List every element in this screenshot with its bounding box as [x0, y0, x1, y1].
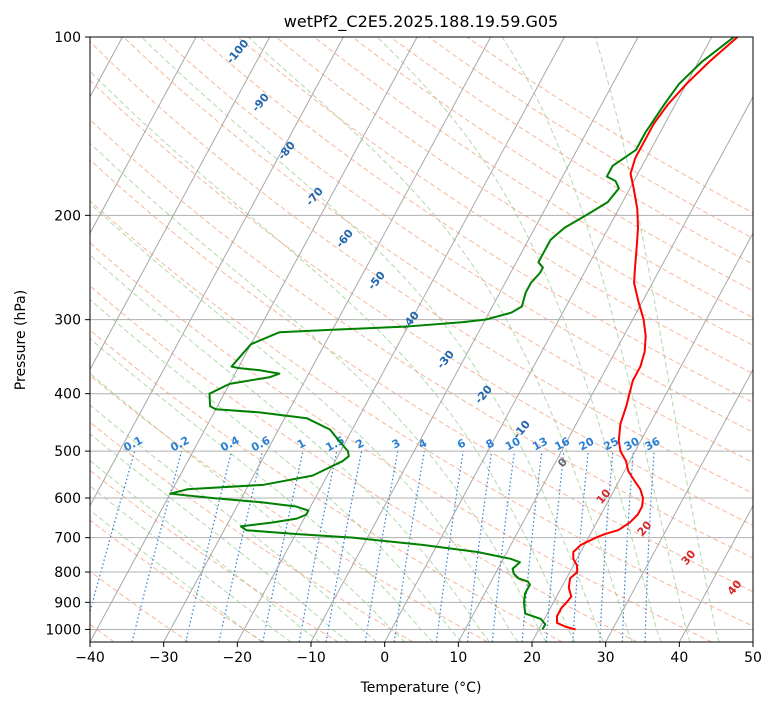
moist-adiabat-line [501, 37, 691, 642]
x-axis: −40 −30 −20 −10 0 10 20 30 40 50 [75, 642, 762, 666]
moist-adiabat-line [247, 37, 633, 642]
x-tick-label: −10 [296, 650, 326, 666]
mixing-ratio-line [466, 451, 493, 642]
mixing-ratio-line [545, 451, 565, 642]
y-axis: 100 200 300 400 500 600 700 800 900 1000 [45, 30, 90, 638]
dry-adiabat-line [90, 374, 488, 642]
y-tick-label: 900 [54, 595, 81, 611]
mixing-ratio-line [621, 451, 634, 642]
dry-adiabat-line [123, 37, 753, 463]
isotherm-line [384, 37, 713, 642]
y-tick-label: 300 [54, 313, 81, 329]
dry-adiabat-line [313, 37, 753, 319]
dry-adiabat-line [90, 159, 753, 593]
isotherm-line [90, 37, 271, 371]
chart-title: wetPf2_C2E5.2025.188.19.59.G05 [284, 12, 558, 32]
plot-frame [89, 36, 754, 643]
mixing-ratio-line [599, 451, 614, 642]
dry-adiabat-line [90, 41, 753, 494]
y-tick-label: 600 [54, 491, 81, 507]
dewpoint-line [169, 37, 735, 630]
y-tick-label: 100 [54, 30, 81, 46]
mixing-ratio-line [90, 450, 136, 614]
mixing-ratio-label: 16 [552, 435, 572, 454]
moist-adiabat-line [376, 37, 662, 642]
moist-adiabat-line [141, 37, 604, 642]
plot-area: 0.1 0.2 0.4 0.6 1 1.5 2 3 4 6 8 10 13 16 20 25 30 36 -100… [90, 37, 753, 642]
pressure-grid [90, 37, 753, 630]
dry-adiabat-line [90, 570, 190, 642]
dry-adiabat-line [90, 329, 563, 642]
y-tick-label: 400 [54, 387, 81, 403]
mixing-ratio-label: 25 [601, 435, 621, 454]
mixing-ratio-label: 20 [577, 435, 597, 454]
y-axis-title: Pressure (hPa) [13, 290, 29, 390]
isotherm-line [90, 37, 197, 235]
mixing-ratio-label: 13 [530, 435, 550, 454]
dry-adiabat-line [161, 37, 753, 433]
x-tick-label: 10 [449, 650, 467, 666]
y-tick-label: 800 [54, 565, 81, 581]
isotherm-line [605, 368, 753, 642]
isotherm-line [90, 37, 418, 642]
series-lines [169, 37, 739, 631]
isotherm-line [678, 504, 753, 642]
y-tick-label: 1000 [45, 622, 81, 638]
mixing-ratio-line [572, 451, 589, 642]
mixing-ratio-line [393, 450, 425, 642]
moist-adiabat-line [90, 254, 490, 642]
isotherm-line [236, 37, 565, 642]
moist-adiabat-line [90, 460, 321, 642]
x-tick-label: −40 [75, 650, 105, 666]
x-axis-title: Temperature (°C) [360, 680, 482, 696]
dry-adiabat-line [90, 519, 264, 642]
isotherm-line [310, 37, 639, 642]
x-tick-label: 0 [380, 650, 389, 666]
mixing-ratio-line [364, 450, 399, 642]
temperature-line [555, 37, 739, 631]
mixing-ratio-line [644, 451, 655, 642]
moist-adiabat-line [90, 142, 547, 642]
isotherm-line [457, 95, 753, 642]
mixing-ratio-line [521, 451, 543, 642]
x-tick-label: 30 [597, 650, 615, 666]
mixing-ratio-line [218, 450, 263, 642]
dry-adiabat-line [90, 469, 339, 642]
x-tick-label: 20 [523, 650, 541, 666]
moist-adiabat-line [90, 485, 292, 642]
x-tick-label: −30 [149, 650, 179, 666]
isotherm-line [163, 37, 492, 642]
dry-adiabat-line [90, 242, 712, 642]
moist-adiabat-line [90, 404, 377, 642]
y-tick-label: 200 [54, 208, 81, 224]
y-tick-label: 700 [54, 531, 81, 547]
moist-adiabat-line [90, 433, 349, 642]
moist-adiabat-line [90, 372, 406, 642]
mixing-ratio-line [131, 450, 183, 642]
mixing-ratio-label: 36 [643, 435, 663, 454]
x-tick-label: 40 [670, 650, 688, 666]
mixing-ratio-line [298, 450, 338, 642]
moist-adiabat-line [90, 509, 263, 642]
dry-adiabat-line [351, 37, 753, 292]
x-tick-label: 50 [744, 650, 762, 666]
mixing-ratio-label: 10 [503, 435, 523, 454]
y-tick-label: 500 [54, 444, 81, 460]
mixing-ratio-line [435, 451, 464, 642]
isotherm-line [90, 37, 344, 507]
moist-adiabat-line [594, 37, 720, 642]
mixing-ratio-label: 30 [622, 435, 642, 454]
dry-adiabat-line [90, 200, 753, 627]
mixing-ratio-lines [90, 450, 655, 642]
mixing-ratio-line [262, 450, 304, 642]
x-tick-label: −20 [223, 650, 253, 666]
dry-adiabat-line [90, 285, 638, 642]
mixing-ratio-line [325, 450, 363, 642]
mixing-ratio-line [185, 450, 233, 642]
